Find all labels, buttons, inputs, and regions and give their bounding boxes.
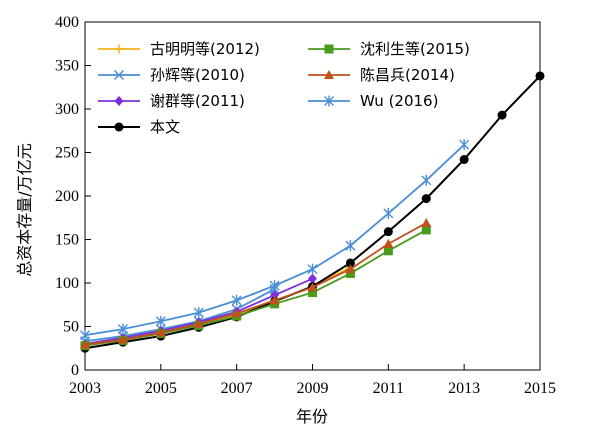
data-point [345,268,355,278]
y-tick-label: 200 [55,188,79,205]
legend-label: 谢群等(2011) [150,92,245,110]
legend-label: 陈昌兵(2014) [360,66,455,84]
x-axis-title: 年份 [296,407,328,426]
x-axis: 2003 2005 2007 2009 2011 2013 2015 [69,364,556,397]
series-3 [80,71,545,353]
data-point [324,44,334,54]
legend-entry: 陈昌兵(2014) [308,66,455,84]
legend-entry: 谢群等(2011) [98,92,245,110]
legend-entry: 古明明等(2012) [98,40,260,58]
data-point [231,294,242,306]
y-axis: 0 50 100 150 200 250 300 350 400 [55,14,91,379]
data-point [193,307,204,319]
data-point [535,71,545,81]
legend-entry: Wu (2016) [308,92,438,110]
data-point [421,225,431,235]
data-point [117,323,128,335]
y-axis-title: 总资本存量/万亿元 [15,143,34,276]
y-tick-label: 50 [63,319,79,336]
data-point [231,308,242,318]
x-tick-label: 2005 [145,380,177,397]
y-tick-label: 400 [55,14,79,31]
series-6 [80,139,470,341]
data-point [497,110,507,120]
series-line [84,288,276,343]
legend-label: Wu (2016) [360,92,438,110]
legend-entry: 孙辉等(2010) [98,66,245,84]
data-point [269,280,280,292]
x-tick-label: 2009 [297,380,329,397]
data-point [114,44,124,54]
series-1 [79,284,280,347]
series-line [84,75,541,350]
data-point [421,194,431,204]
data-point [114,96,124,106]
y-tick-label: 0 [71,362,79,379]
legend-label: 孙辉等(2010) [150,66,245,84]
data-point [307,263,318,275]
data-point [308,273,317,284]
y-tick-label: 250 [55,145,79,162]
data-point [459,154,469,164]
x-tick-label: 2015 [524,380,556,397]
data-point [80,339,90,349]
legend-label: 古明明等(2012) [150,40,260,58]
data-point [307,282,318,292]
data-point [459,139,470,151]
x-tick-label: 2007 [221,380,253,397]
data-point [155,327,166,337]
data-point [308,288,317,298]
y-tick-label: 150 [55,232,79,249]
data-point [114,122,124,132]
data-point [155,315,166,327]
data-point [383,238,394,248]
data-point [80,329,90,341]
data-point [421,174,432,186]
x-tick-label: 2011 [373,380,404,397]
series-line [84,229,427,347]
series-5 [80,217,432,349]
series-4 [80,225,431,351]
data-point [383,207,394,219]
legend-entry: 本文 [98,118,180,136]
legend-label: 沈利生等(2015) [360,40,470,58]
data-point [383,227,393,237]
data-point [113,69,125,81]
legend: 古明明等(2012) 孙辉等(2010) 谢群等(2011) 本文 沈利生等(2015)… [98,40,470,136]
y-tick-label: 300 [55,101,79,118]
data-point [345,258,355,268]
data-point [383,246,393,256]
x-tick-label: 2003 [69,380,101,397]
legend-label: 本文 [150,118,180,136]
data-point [324,95,334,107]
y-tick-label: 100 [55,275,79,292]
series-layer [79,71,545,353]
data-point [345,264,356,274]
data-point [345,240,356,252]
series-line [84,222,427,346]
x-tick-label: 2013 [448,380,480,397]
data-point [193,318,204,328]
y-tick-label: 350 [55,58,79,75]
data-point [117,334,128,344]
data-point [269,295,280,305]
data-point [324,70,334,79]
legend-entry: 沈利生等(2015) [308,40,470,58]
data-point [421,217,432,227]
